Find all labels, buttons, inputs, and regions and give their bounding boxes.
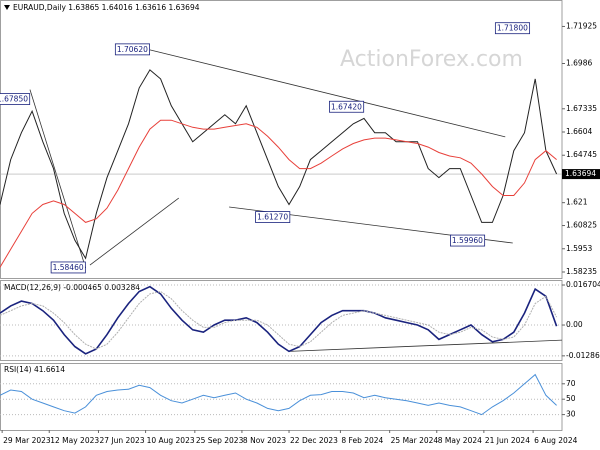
y-tick-label: 1.6986 <box>566 58 592 67</box>
series-line <box>0 285 558 355</box>
watermark: ActionForex.com <box>340 47 523 72</box>
trendline <box>149 49 506 138</box>
x-tick-label: 27 Jun 2023 <box>99 436 144 445</box>
y-tick-label: 30 <box>566 410 576 419</box>
x-tick-label: 8 May 2024 <box>438 436 482 445</box>
price-annotation: 1.58460 <box>50 261 86 274</box>
x-tick-label: 22 Dec 2023 <box>290 436 338 445</box>
y-tick-label: 1.60825 <box>566 221 597 230</box>
price-annotation: 1.61270 <box>255 211 291 223</box>
title-icon <box>4 5 10 10</box>
panel-frame <box>0 280 563 361</box>
trendline <box>29 89 87 269</box>
series-line <box>0 290 558 350</box>
panel-frame <box>0 363 563 431</box>
x-tick-label: 6 Aug 2024 <box>534 436 577 445</box>
last-price-label: 1.63694 <box>565 169 596 178</box>
x-tick-label: 25 Sep 2023 <box>196 436 244 445</box>
annotation-label: 1.70620 <box>117 45 148 54</box>
annotation-label: 1.67850 <box>0 95 28 104</box>
y-tick-label: 1.6604 <box>566 127 592 136</box>
annotation-box <box>0 93 31 105</box>
series-line <box>0 69 558 260</box>
y-tick-label: 70 <box>566 379 576 388</box>
y-tick-label: 50 <box>566 394 576 403</box>
y-tick-label: 1.64745 <box>566 150 597 159</box>
macd-title: MACD(12,26,9) -0.000465 0.003284 <box>4 283 140 292</box>
y-tick-label: 1.58235 <box>566 267 597 276</box>
annotation-box <box>255 211 291 223</box>
y-tick-label: 1.71925 <box>566 21 597 30</box>
annotation-box <box>50 261 86 274</box>
x-tick-label: 25 Mar 2024 <box>391 436 439 445</box>
x-tick-label: 8 Nov 2023 <box>243 436 286 445</box>
y-tick-label: 1.621 <box>566 198 588 207</box>
x-tick-label: 12 May 2023 <box>50 436 99 445</box>
series-line <box>0 373 557 416</box>
price-annotation: 1.71800 <box>494 22 531 35</box>
annotation-label: 1.61270 <box>257 213 288 222</box>
annotation-label: 1.59960 <box>452 236 483 245</box>
panel-frame <box>0 0 563 279</box>
annotation-box <box>114 43 150 56</box>
rsi-title: RSI(14) 41.6614 <box>4 365 65 374</box>
x-tick-label: 21 Jun 2024 <box>485 436 530 445</box>
price-annotation: 1.70620 <box>114 43 150 56</box>
price-annotation: 1.67850 <box>0 93 31 105</box>
chart-title: EURAUD,Daily 1.63865 1.64016 1.63616 1.6… <box>13 3 200 12</box>
annotation-box <box>329 100 365 113</box>
y-tick-label: 0.00 <box>566 320 583 329</box>
annotation-label: 1.71800 <box>497 24 528 33</box>
price-annotation: 1.67420 <box>329 100 365 113</box>
annotation-box <box>450 234 486 247</box>
annotation-label: 1.67420 <box>331 102 362 111</box>
trendline <box>289 339 563 352</box>
x-tick-label: 10 Aug 2023 <box>147 436 195 445</box>
annotation-label: 1.58460 <box>53 263 84 272</box>
x-tick-label: 29 Mar 2023 <box>3 436 51 445</box>
y-tick-label: 1.5953 <box>566 244 592 253</box>
trendline <box>89 197 180 266</box>
y-tick-label: -0.012869 <box>566 351 600 360</box>
price-annotation: 1.59960 <box>450 234 486 247</box>
x-tick-label: 8 Feb 2024 <box>341 436 383 445</box>
y-tick-label: 0.016704 <box>566 280 600 289</box>
last-price-box <box>562 169 600 180</box>
y-tick-label: 1.67335 <box>566 104 597 113</box>
annotation-box <box>494 22 531 35</box>
series-line <box>0 119 557 268</box>
